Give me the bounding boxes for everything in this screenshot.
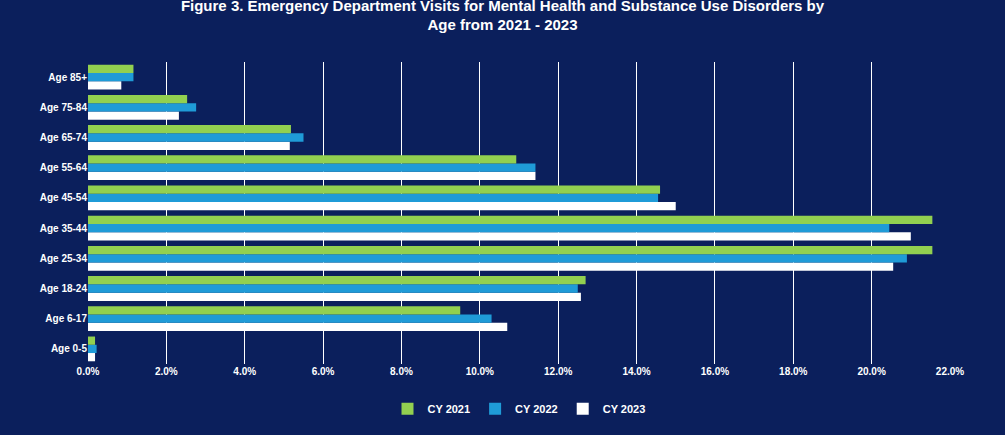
svg-text:CY 2022: CY 2022 — [515, 403, 558, 415]
svg-text:Age 25-34: Age 25-34 — [40, 253, 88, 264]
svg-text:Age 55-64: Age 55-64 — [40, 162, 88, 173]
svg-text:Age 75-84: Age 75-84 — [40, 102, 88, 113]
svg-text:4.0%: 4.0% — [233, 366, 256, 377]
svg-text:2.0%: 2.0% — [155, 366, 178, 377]
svg-text:Age 6-17: Age 6-17 — [45, 313, 87, 324]
svg-text:Figure 3. Emergency Department: Figure 3. Emergency Department Visits fo… — [181, 0, 825, 33]
svg-text:22.0%: 22.0% — [936, 366, 964, 377]
svg-text:12.0%: 12.0% — [544, 366, 572, 377]
svg-text:Age 45-54: Age 45-54 — [40, 192, 88, 203]
svg-text:Age 0-5: Age 0-5 — [51, 343, 88, 354]
svg-text:Age 35-44: Age 35-44 — [40, 223, 88, 234]
svg-text:Age 18-24: Age 18-24 — [40, 283, 88, 294]
svg-text:CY 2023: CY 2023 — [603, 403, 646, 415]
svg-text:20.0%: 20.0% — [857, 366, 885, 377]
svg-text:10.0%: 10.0% — [466, 366, 494, 377]
svg-text:Age 85+: Age 85+ — [48, 72, 87, 83]
svg-text:6.0%: 6.0% — [312, 366, 335, 377]
svg-text:18.0%: 18.0% — [779, 366, 807, 377]
svg-text:16.0%: 16.0% — [701, 366, 729, 377]
svg-text:Age 65-74: Age 65-74 — [40, 132, 88, 143]
svg-text:14.0%: 14.0% — [622, 366, 650, 377]
svg-text:0.0%: 0.0% — [77, 366, 100, 377]
svg-text:8.0%: 8.0% — [390, 366, 413, 377]
svg-text:CY 2021: CY 2021 — [428, 403, 471, 415]
